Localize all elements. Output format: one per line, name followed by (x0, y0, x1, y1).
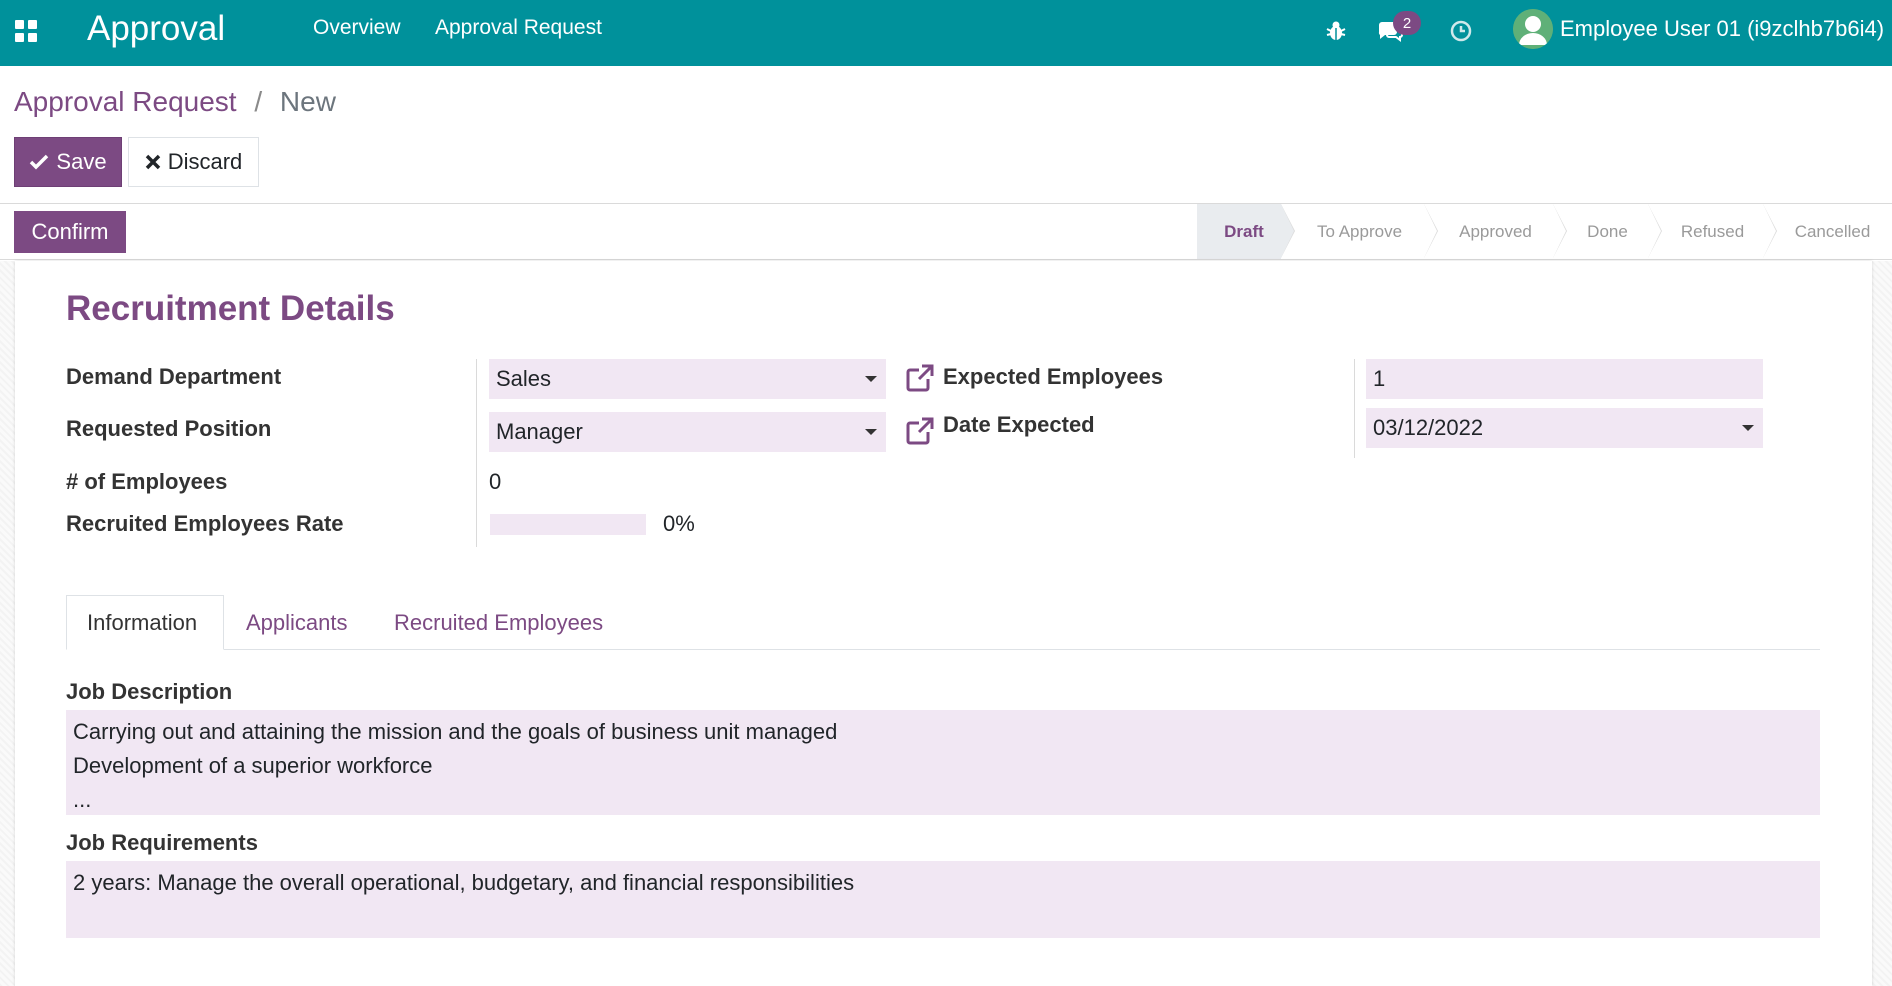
stage-refused[interactable]: Refused (1648, 204, 1777, 259)
breadcrumb-parent[interactable]: Approval Request (14, 86, 237, 117)
top-navbar: Approval Overview Approval Request 2 (0, 0, 1892, 66)
stage-cancelled[interactable]: Cancelled (1763, 204, 1892, 259)
expected-employees-value: 1 (1373, 366, 1386, 391)
job-requirements-label: Job Requirements (66, 830, 258, 855)
confirm-button[interactable]: Confirm (14, 211, 126, 253)
num-employees-label: # of Employees (66, 469, 228, 494)
stage-draft[interactable]: Draft (1197, 204, 1295, 259)
date-expected-input[interactable]: 03/12/2022 (1366, 408, 1763, 448)
clock-icon[interactable] (1446, 16, 1476, 46)
divider (0, 203, 1892, 204)
external-link-icon[interactable] (904, 362, 936, 394)
chevron-down-icon (865, 429, 877, 435)
date-expected-value: 03/12/2022 (1373, 415, 1484, 440)
app-title[interactable]: Approval (87, 9, 226, 48)
chevron-down-icon (1742, 425, 1754, 431)
expected-employees-input[interactable]: 1 (1366, 359, 1763, 399)
job-requirements-textarea[interactable]: 2 years: Manage the overall operational,… (66, 861, 1820, 938)
check-icon (30, 154, 49, 170)
demand-department-label: Demand Department (66, 364, 282, 389)
left-group-divider (476, 359, 477, 547)
stage-approved[interactable]: Approved (1424, 204, 1567, 259)
message-count-badge: 2 (1393, 11, 1421, 35)
bug-icon[interactable] (1321, 16, 1351, 46)
num-employees-value: 0 (489, 469, 502, 494)
requested-position-select[interactable]: Manager (489, 412, 886, 452)
breadcrumb: Approval Request / New (14, 86, 336, 118)
expected-employees-label: Expected Employees (943, 364, 1164, 389)
close-icon (145, 154, 160, 170)
date-expected-label: Date Expected (943, 412, 1095, 437)
right-group-divider (1354, 359, 1355, 458)
job-description-textarea[interactable]: Carrying out and attaining the mission a… (66, 710, 1820, 815)
stage-to-approve[interactable]: To Approve (1281, 204, 1438, 259)
chevron-down-icon (865, 376, 877, 382)
demand-department-select[interactable]: Sales (489, 359, 886, 399)
recruited-rate-text: 0% (663, 511, 695, 536)
requested-position-value: Manager (496, 419, 583, 444)
user-name[interactable]: Employee User 01 (i9zclhb7b6i4) (1560, 16, 1885, 41)
discard-button[interactable]: Discard (128, 137, 259, 187)
recruited-rate-label: Recruited Employees Rate (66, 511, 344, 536)
job-description-label: Job Description (66, 679, 233, 704)
avatar[interactable] (1513, 9, 1553, 49)
recruited-rate-progress (490, 514, 646, 535)
requested-position-label: Requested Position (66, 416, 272, 441)
menu-item-overview[interactable]: Overview (313, 16, 401, 39)
save-button-label: Save (56, 149, 107, 174)
stage-pipeline: Draft To Approve Approved Done Refused C… (1197, 204, 1892, 259)
apps-icon[interactable] (15, 20, 37, 42)
save-button[interactable]: Save (14, 137, 122, 187)
external-link-icon[interactable] (904, 415, 936, 447)
menu-item-approval-request[interactable]: Approval Request (435, 16, 602, 39)
tab-information[interactable]: Information (66, 595, 224, 650)
breadcrumb-current: New (279, 86, 336, 117)
tab-recruited-employees[interactable]: Recruited Employees (394, 609, 604, 635)
breadcrumb-separator: / (254, 86, 263, 117)
discard-button-label: Discard (167, 149, 243, 174)
demand-department-value: Sales (496, 366, 552, 391)
form-title: Recruitment Details (66, 289, 395, 328)
stage-done[interactable]: Done (1553, 204, 1662, 259)
tab-applicants[interactable]: Applicants (246, 609, 348, 635)
tabs-divider (66, 649, 1820, 650)
statusbar: Confirm Draft To Approve Approved Done R… (0, 204, 1892, 260)
